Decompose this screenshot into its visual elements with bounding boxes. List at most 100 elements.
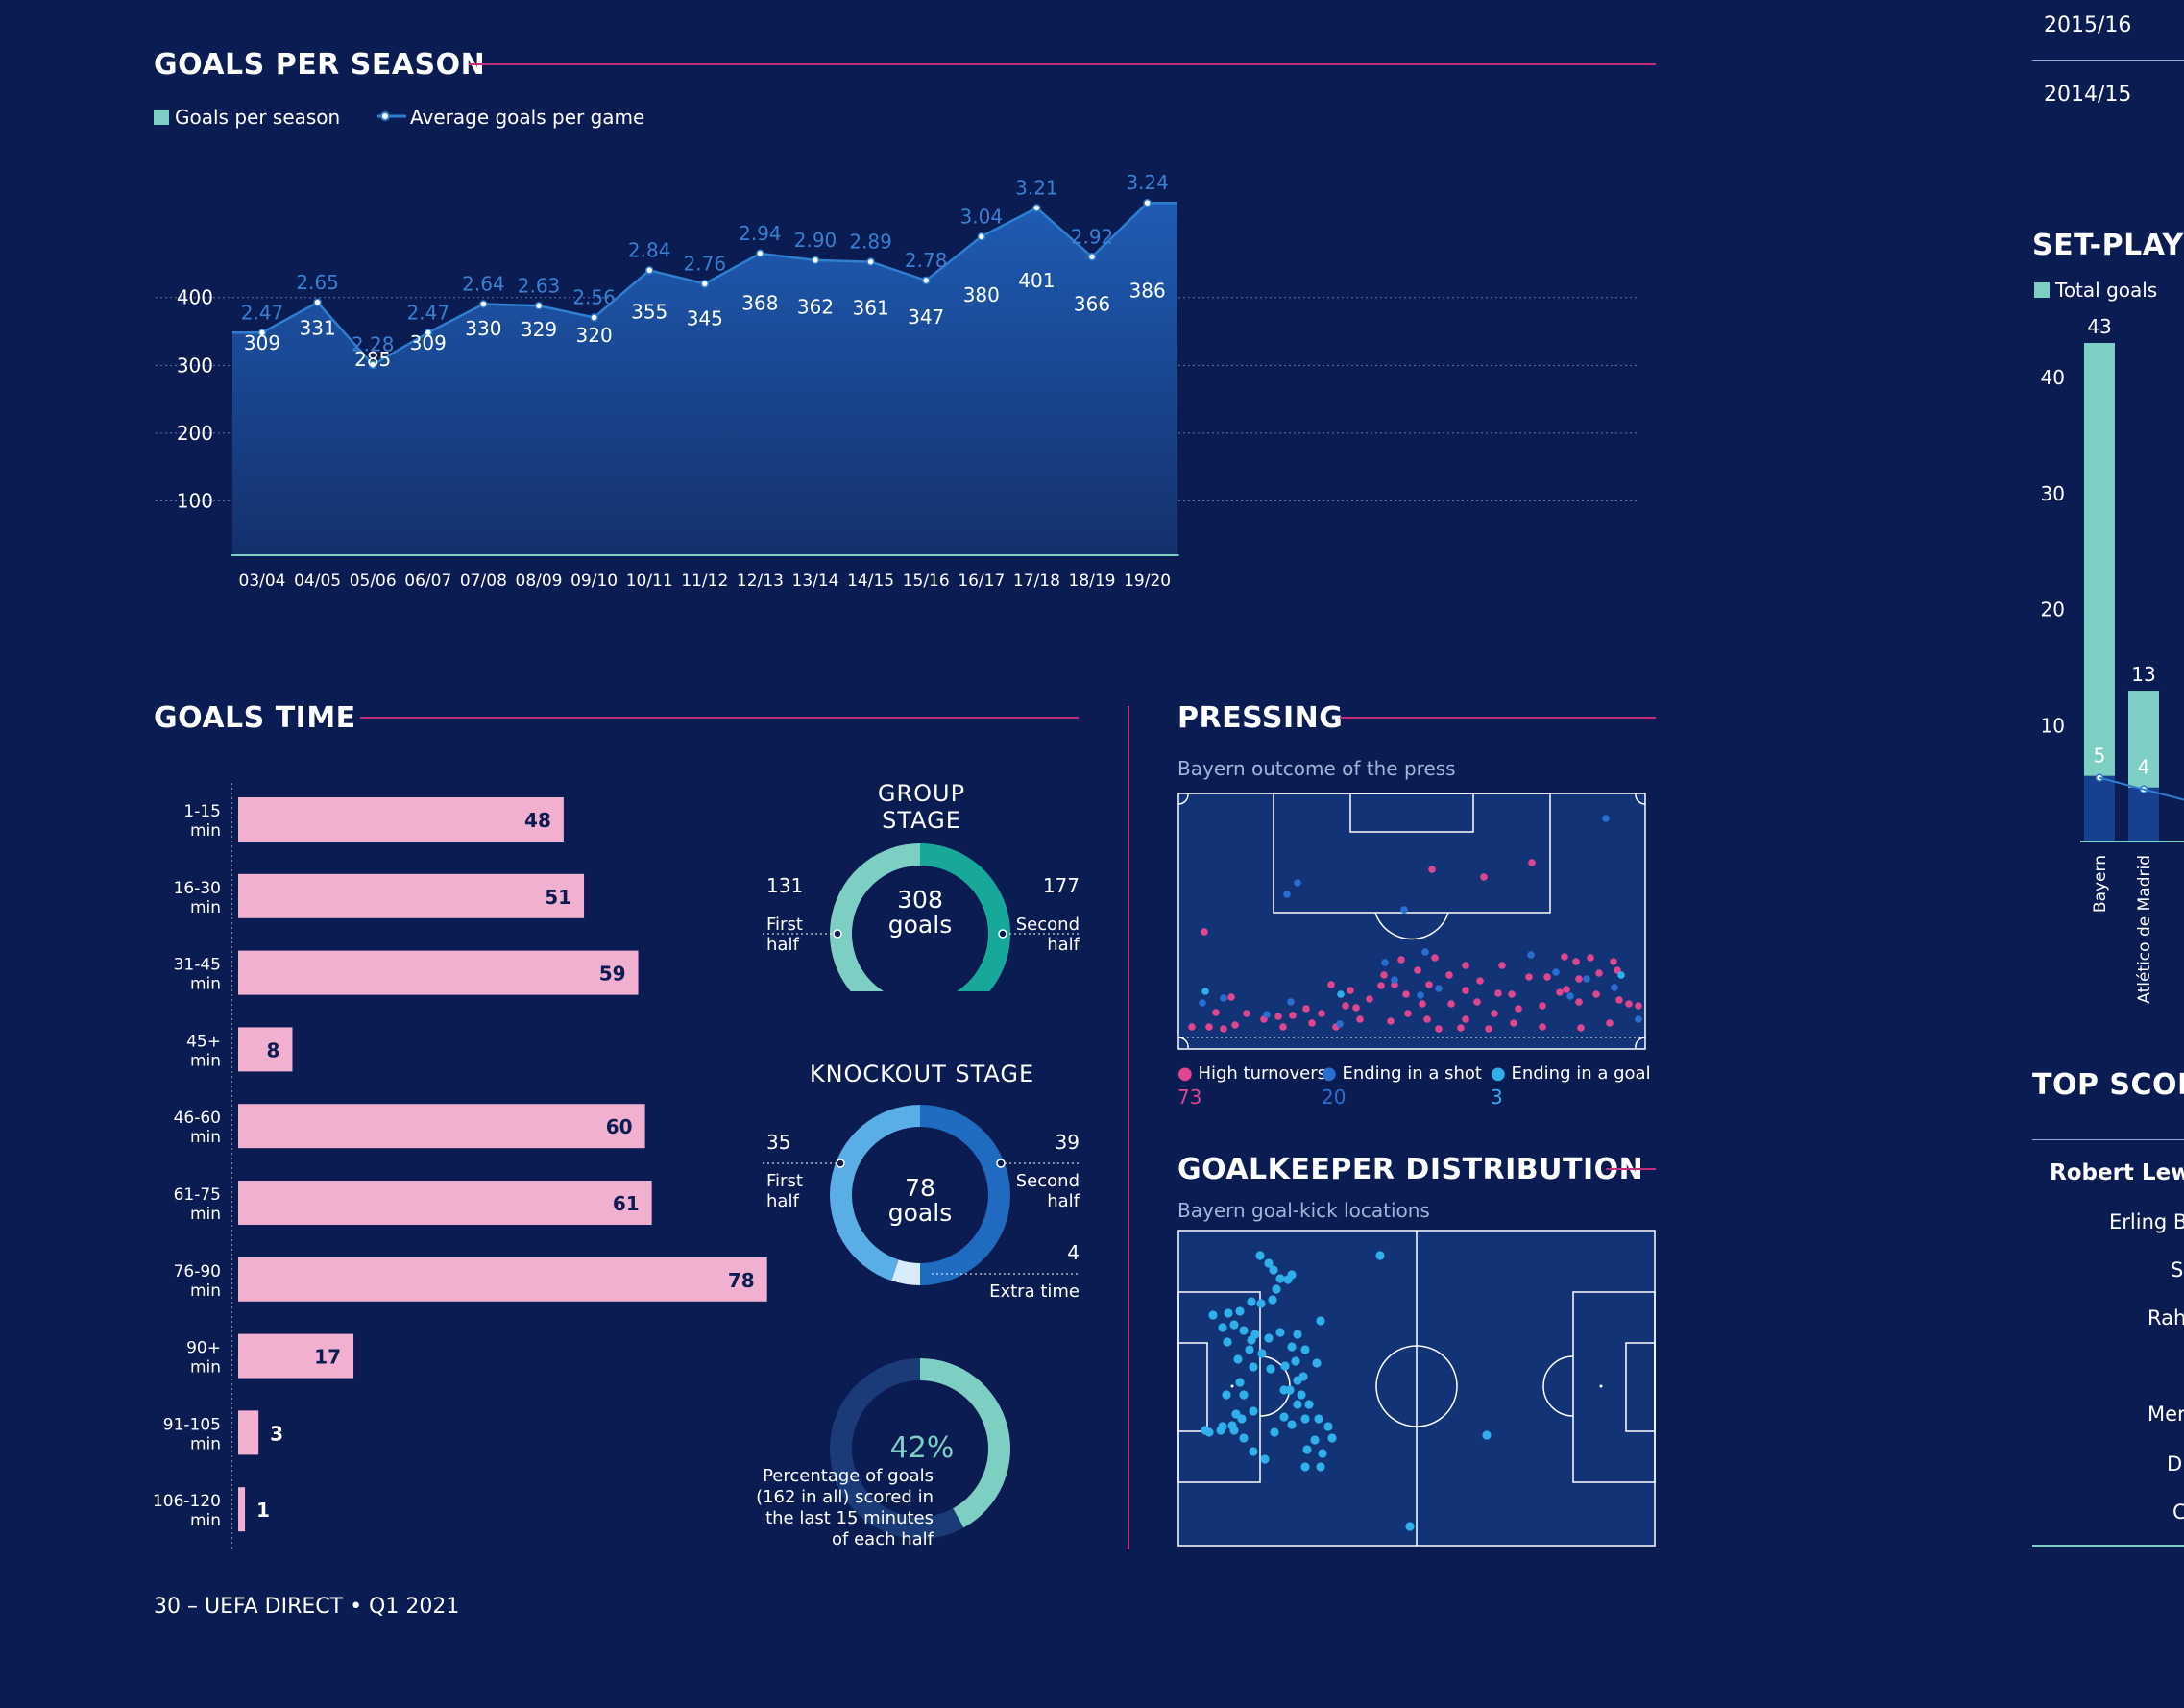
knockout-second-half-label: Second half: [999, 1171, 1080, 1211]
high-turnover-dot: [1498, 962, 1506, 969]
goal-kick-dot: [1316, 1462, 1325, 1472]
y-tick-label: 10: [2041, 714, 2065, 737]
season-label: 17/18: [1013, 572, 1060, 591]
late-goals-slice: [920, 1358, 1010, 1528]
legend-label: Ending in a goal: [1511, 1063, 1651, 1084]
goals-time-bar: [238, 950, 639, 995]
time-unit-label: min: [190, 898, 221, 917]
goal-kick-dot: [1237, 1414, 1247, 1424]
marker-dot: [996, 1159, 1006, 1168]
goal-box: [1349, 793, 1474, 833]
high-turnover-dot: [1561, 953, 1568, 961]
goals-bar-value: 330: [465, 317, 501, 340]
season-label: 04/05: [294, 572, 341, 591]
corner-arc: [1635, 793, 1646, 805]
time-unit-label: min: [190, 975, 221, 994]
shot-dot: [1602, 815, 1610, 822]
avg-value-label: 2.64: [462, 273, 505, 296]
penalty-arc: [1374, 912, 1449, 940]
legend-line-label: Average goals per game: [410, 106, 645, 129]
shot-dot: [1527, 951, 1535, 959]
high-turnover-dot: [1289, 1012, 1297, 1019]
knockout-first-half-value: 35: [766, 1131, 791, 1154]
season-label: 07/08: [460, 572, 507, 591]
season-label: 19/20: [1124, 572, 1171, 591]
avg-point: [368, 360, 377, 369]
group-first-half-label: First half: [766, 915, 803, 955]
shot-dot: [1283, 891, 1291, 898]
avg-value-label: 2.65: [296, 271, 339, 294]
pressing-title: PRESSING: [1177, 701, 1344, 735]
scorer-row: Mer: [2148, 1403, 2184, 1426]
corner-arc: [1177, 793, 1189, 805]
time-range-label: 90+: [186, 1339, 221, 1358]
corner-arc: [1635, 1037, 1646, 1049]
goal-kick-dot: [1247, 1297, 1256, 1306]
scorer-row: Erling Br: [2109, 1210, 2184, 1233]
shot-dot: [1294, 879, 1301, 887]
goal-kick-dot: [1318, 1449, 1327, 1458]
y-tick-label: 40: [2041, 366, 2065, 389]
goal-kick-dot: [1293, 1330, 1302, 1339]
goals-time-bar: [238, 797, 564, 842]
season-label: 14/15: [847, 572, 894, 591]
goals-time-value: 60: [606, 1115, 633, 1138]
avg-value-label: 2.90: [794, 229, 837, 252]
dot-icon: ●: [1177, 1063, 1193, 1084]
shot-dot: [1391, 976, 1398, 984]
high-turnover-dot: [1302, 1005, 1310, 1013]
avg-point: [479, 300, 488, 308]
dot-icon: ●: [1322, 1063, 1337, 1084]
goals-per-season-chart: 100 200 300 400 309 03/04 331 04/05 285 05/06 309…: [156, 171, 1638, 591]
label-line: half: [766, 935, 799, 955]
legend-label: High turnovers: [1198, 1063, 1327, 1084]
high-turnover-dot: [1318, 1010, 1325, 1017]
goals-time-value: 59: [599, 963, 626, 986]
title-rule: [469, 63, 1656, 65]
goals-bar-value: 331: [300, 316, 336, 339]
setplay-category: Atlético de Madrid: [2135, 855, 2154, 1004]
group-stage-title: GROUP STAGE: [877, 780, 966, 834]
goals-bar-value: 366: [1074, 293, 1110, 316]
penalty-spot: [1230, 1384, 1234, 1388]
time-unit-label: min: [190, 1358, 221, 1378]
caption-line: the last 15 minutes: [765, 1508, 934, 1528]
legend-bar-label: Goals per season: [175, 106, 341, 129]
goal-kick-dot: [1405, 1522, 1415, 1531]
title-rule: [360, 717, 1079, 719]
avg-value-label: 2.92: [1071, 225, 1114, 248]
goal-kick-dot: [1275, 1328, 1285, 1337]
time-unit-label: min: [190, 1051, 221, 1070]
setplay-legend: Total goals: [2034, 279, 2157, 302]
knockout-stage-center: 78 goals: [834, 1176, 1007, 1226]
avg-value-label: 2.47: [407, 301, 450, 324]
time-unit-label: min: [190, 1128, 221, 1147]
high-turnover-dot: [1428, 866, 1436, 873]
goal-kick-dot: [1229, 1426, 1239, 1435]
high-turnover-dot: [1539, 1002, 1546, 1010]
avg-area: [232, 203, 1177, 555]
high-turnover-dot: [1342, 1002, 1349, 1010]
goal-dot: [1337, 990, 1345, 998]
goals-time-bar: [238, 1333, 354, 1379]
avg-value-label: 2.28: [352, 333, 395, 356]
late-goals-caption: Percentage of goals (162 in all) scored …: [730, 1466, 934, 1550]
setplay-line-value: 5: [2094, 744, 2106, 768]
goal-kick-dot: [1287, 1342, 1297, 1352]
high-turnover-dot: [1205, 1023, 1213, 1031]
high-turnover-dot: [1494, 989, 1502, 997]
legend-label: Total goals: [2055, 279, 2158, 302]
goals-time-bar: [238, 1181, 652, 1225]
caption-line: of each half: [832, 1529, 934, 1549]
goals-bar-value: 362: [797, 296, 834, 319]
high-turnover-dot: [1397, 956, 1405, 964]
goals-time-bar: [238, 1410, 259, 1455]
label-line: Second: [1015, 1171, 1080, 1191]
high-turnover-dot: [1327, 981, 1335, 988]
goal-kick-dot: [1222, 1390, 1231, 1400]
avg-point: [811, 256, 820, 265]
high-turnover-dot: [1423, 1015, 1431, 1023]
goal-kick-dot: [1279, 1385, 1289, 1395]
high-turnover-dot: [1212, 1009, 1220, 1016]
setplay-lower: [2084, 775, 2115, 842]
